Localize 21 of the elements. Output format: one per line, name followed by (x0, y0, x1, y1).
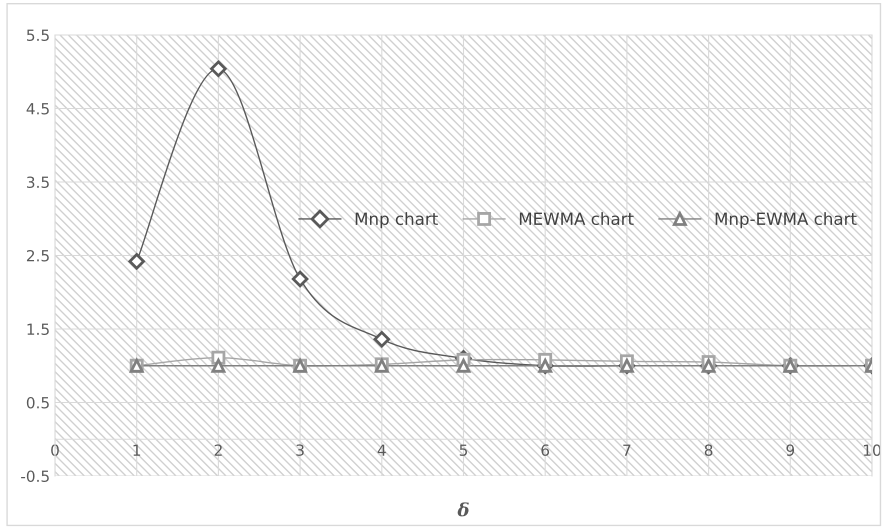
y-tick-label: 2.5 (26, 250, 49, 262)
x-tick-label: 4 (378, 444, 386, 456)
y-tick-label: 0.5 (26, 396, 49, 409)
x-axis-title: δ (458, 502, 469, 516)
y-tick-label: 1.5 (28, 324, 49, 336)
legend-label: MEWMA chart (520, 212, 634, 226)
x-tick-label: 3 (296, 444, 304, 456)
y-tick-label: 3.5 (27, 176, 49, 188)
legend-label: Mnp-EWMA chart (716, 212, 857, 228)
x-tick-label: 10 (864, 444, 881, 456)
y-tick-label: 4.5 (26, 103, 49, 115)
x-tick-label: 6 (541, 444, 550, 456)
x-tick-label: 2 (214, 444, 222, 456)
x-tick-label: 8 (704, 444, 712, 456)
x-tick-label: 1 (134, 444, 140, 456)
x-tick-label: 5 (460, 444, 468, 456)
y-tick-label: 5.5 (27, 30, 49, 42)
legend-label: Mnp chart (356, 212, 438, 228)
x-tick-label: 9 (786, 444, 794, 456)
y-tick-label: -0.5 (21, 470, 49, 482)
x-tick-label: 7 (623, 444, 630, 456)
